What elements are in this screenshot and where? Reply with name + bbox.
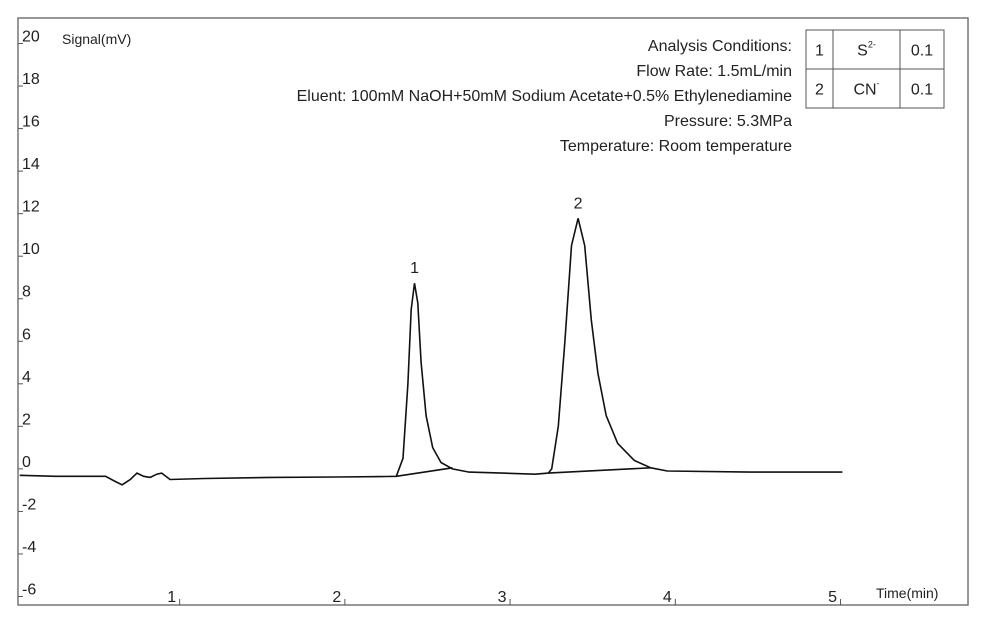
table-cell: 2 <box>815 82 824 99</box>
y-tick-label: -6 <box>22 581 36 598</box>
y-tick-label: 14 <box>22 156 40 173</box>
table-cell: CN- <box>853 79 879 99</box>
condition-text: Eluent: 100mM NaOH+50mM Sodium Acetate+0… <box>297 88 792 105</box>
y-tick-label: -2 <box>22 496 36 513</box>
table-cell: 0.1 <box>911 43 933 60</box>
y-tick-label: 20 <box>22 29 40 46</box>
condition-text: Temperature: Room temperature <box>560 138 792 155</box>
y-tick-label: 8 <box>22 284 31 301</box>
x-tick-label: 4 <box>663 589 672 606</box>
table-cell: 1 <box>815 43 824 60</box>
peak-label: 1 <box>410 260 419 277</box>
table-cell: S2- <box>857 40 876 60</box>
y-tick-label: 4 <box>22 369 31 386</box>
condition-text: Analysis Conditions: <box>648 38 792 55</box>
cell-text: S <box>857 43 868 60</box>
condition-text: Pressure: 5.3MPa <box>664 113 792 130</box>
x-tick-label: 2 <box>332 589 341 606</box>
signal-line <box>19 218 843 486</box>
plot-frame <box>17 17 969 606</box>
cell-text: 0.1 <box>911 82 933 99</box>
x-tick-label: 3 <box>498 589 507 606</box>
y-tick-label: 2 <box>22 411 31 428</box>
cell-text: 1 <box>815 43 824 60</box>
y-tick-label: 10 <box>22 241 40 258</box>
cell-text: 0.1 <box>911 43 933 60</box>
signal-line <box>396 467 651 478</box>
y-axis-label: Signal(mV) <box>62 31 131 47</box>
x-axis-label: Time(min) <box>876 585 938 601</box>
cell-text: CN <box>853 82 876 99</box>
x-tick-label: 1 <box>167 589 176 606</box>
cell-superscript: - <box>877 79 880 89</box>
table-cell: 0.1 <box>911 82 933 99</box>
x-tick-label: 5 <box>828 589 837 606</box>
condition-text: Flow Rate: 1.5mL/min <box>636 63 792 80</box>
y-tick-label: 0 <box>22 454 31 471</box>
y-tick-label: 16 <box>22 114 40 131</box>
cell-text: 2 <box>815 82 824 99</box>
y-tick-label: -4 <box>22 539 36 556</box>
y-tick-label: 18 <box>22 71 40 88</box>
y-tick-label: 12 <box>22 199 40 216</box>
cell-superscript: 2- <box>868 40 876 50</box>
y-tick-label: 6 <box>22 326 31 343</box>
peak-label: 2 <box>574 195 583 212</box>
